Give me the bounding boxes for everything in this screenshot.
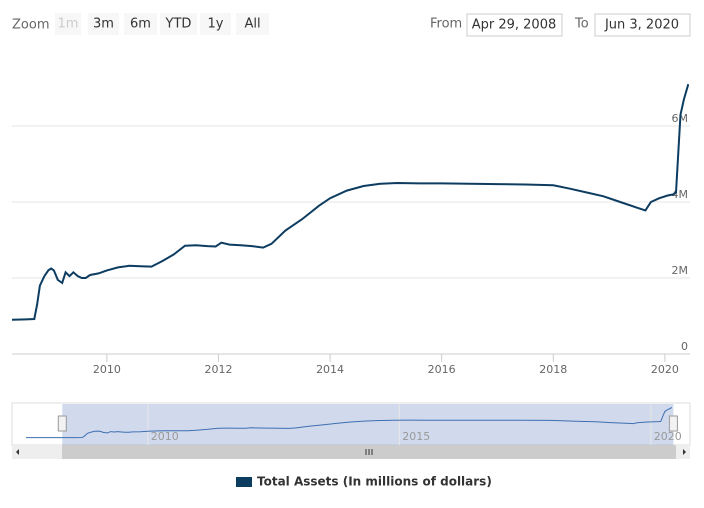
from-input[interactable] (466, 13, 563, 37)
scroll-left-arrow[interactable] (16, 449, 19, 455)
zoom-button[interactable] (200, 13, 231, 35)
zoom-button (55, 13, 81, 35)
navigator-handle[interactable] (668, 415, 678, 432)
zoom-button[interactable] (236, 13, 269, 35)
navigator-tick-label: 2010 (151, 430, 179, 443)
zoom-button[interactable] (88, 13, 119, 35)
x-tick-label: 2018 (539, 363, 567, 376)
x-tick-label: 2010 (93, 363, 121, 376)
navigator-selection[interactable] (62, 404, 674, 445)
zoom-label: Zoom (12, 18, 49, 33)
zoom-button[interactable] (124, 13, 157, 35)
series-line (11, 83, 690, 321)
zoom-button-label[interactable]: YTD (165, 17, 192, 32)
x-tick-label: 2014 (316, 363, 344, 376)
zoom-button-label[interactable]: 3m (93, 17, 114, 32)
y-tick-label: 2M (672, 264, 689, 277)
x-tick-label: 2016 (428, 363, 456, 376)
to-value[interactable]: Jun 3, 2020 (604, 18, 679, 33)
navigator-line (26, 407, 673, 439)
legend-swatch (236, 477, 252, 487)
zoom-button-label: 1m (58, 17, 79, 32)
navigator-handle[interactable] (57, 415, 67, 432)
navigator-tick-label: 2020 (654, 430, 682, 443)
from-value[interactable]: Apr 29, 2008 (472, 18, 557, 33)
navigator-tick-label: 2015 (402, 430, 430, 443)
y-tick-label: 0 (681, 340, 688, 353)
zoom-button-label[interactable]: 1y (208, 17, 224, 32)
scroll-right-arrow[interactable] (683, 449, 686, 455)
legend-label[interactable]: Total Assets (In millions of dollars) (257, 475, 492, 489)
to-label: To (574, 17, 589, 32)
zoom-button[interactable] (160, 13, 197, 35)
zoom-button-label[interactable]: 6m (130, 17, 151, 32)
scrollbar-grip (365, 449, 373, 455)
to-input[interactable] (594, 13, 691, 37)
zoom-button-label[interactable]: All (244, 17, 260, 32)
x-tick-label: 2012 (204, 363, 232, 376)
from-label: From (430, 17, 462, 32)
x-tick-label: 2020 (651, 363, 679, 376)
